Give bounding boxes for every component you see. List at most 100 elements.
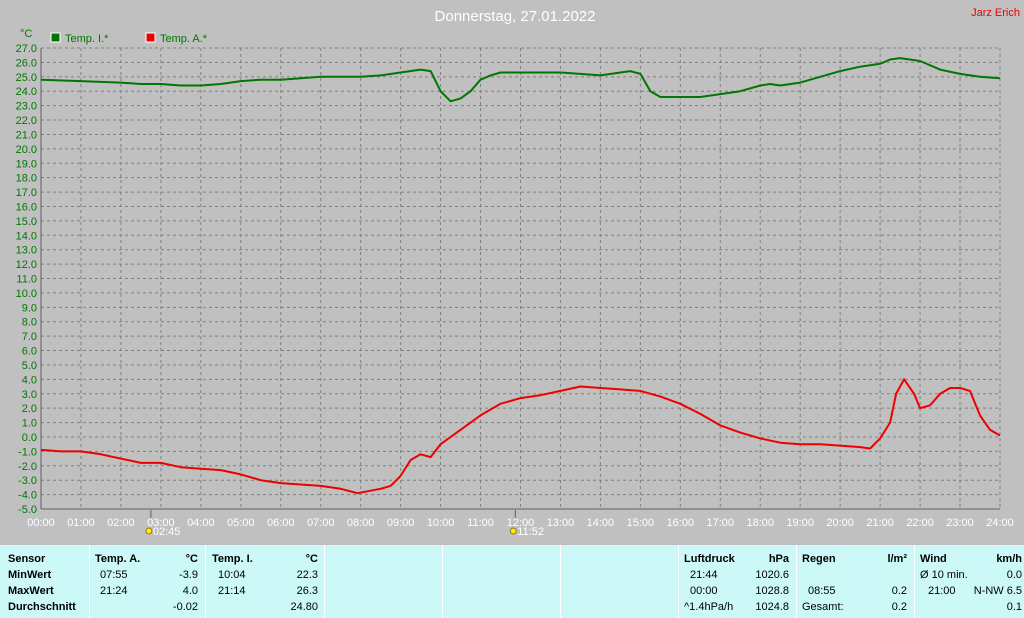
markers-layer: 02:45 11:52 [145,510,544,538]
sun-icon [509,527,517,535]
y-tick-label: 16.0 [16,201,37,213]
x-tick-label: 01:00 [67,517,95,529]
y-tick-label: 27.0 [16,43,37,55]
y-tick-label: -2.0 [18,461,37,473]
x-tick-label: 23:00 [946,517,974,529]
x-tick-label: 19:00 [786,517,814,529]
y-tick-label: 25.0 [16,72,37,84]
series-layer [40,57,1001,495]
x-tick-label: 15:00 [627,517,655,529]
wind-avg-value: 0.0 [1006,569,1022,581]
rain-max-value: 0.2 [891,585,907,597]
grid [40,47,1001,510]
pressure-max-value: 1028.8 [755,585,789,597]
y-tick-label: 1.0 [22,418,37,430]
y-tick-label: -3.0 [18,475,37,487]
y-tick-label: 8.0 [22,317,37,329]
y-tick-label: 9.0 [22,302,37,314]
brand-label: Jarz Erich [971,7,1020,19]
x-tick-label: 16:00 [667,517,695,529]
x-tick-label: 20:00 [826,517,854,529]
x-tick-label: 12:00 [507,517,535,529]
rain-unit: l/m² [887,553,907,565]
x-tick-label: 21:00 [866,517,894,529]
y-tick-label: 21.0 [16,129,37,141]
y-tick-label: 14.0 [16,230,37,242]
y-tick-label: 18.0 [16,173,37,185]
temp-i-unit: °C [305,553,318,565]
marker-label: 02:45 [153,526,181,538]
stats-panel: Sensor MinWert MaxWert Durchschnitt Temp… [0,545,1024,618]
y-tick-label: 26.0 [16,57,37,69]
rain-total-label: Gesamt: [802,601,844,613]
x-tick-label: 06:00 [267,517,295,529]
x-tick-label: 13:00 [547,517,575,529]
x-tick-label: 03:00 [147,517,175,529]
chart-title: Donnerstag, 27.01.2022 [435,8,596,25]
x-tick-label: 02:00 [107,517,135,529]
y-tick-label: -5.0 [18,504,37,516]
temp-a-unit: °C [185,553,198,565]
chart: Donnerstag, 27.01.2022 Jarz Erich °C Tem… [16,7,1020,538]
temp-a-max-time: 21:24 [100,585,128,597]
x-tick-label: 04:00 [187,517,215,529]
y-axis-ticks: 27.0 26.0 25.0 24.0 23.0 22.0 21.0 20.0 19.0 18.0… [16,43,37,516]
x-tick-label: 11:00 [467,517,494,529]
temp-a-min-time: 07:55 [100,569,128,581]
y-tick-label: 23.0 [16,101,37,113]
x-tick-label: 07:00 [307,517,335,529]
temp-i-max-value: 26.3 [296,585,318,597]
y-tick-label: 24.0 [16,86,37,98]
y-tick-label: 15.0 [16,216,37,228]
rain-total: 0.2 [891,601,907,613]
temp-i-avg: 24.80 [290,601,318,613]
legend-swatch-temp-i [50,32,61,43]
rain-max-time: 08:55 [808,585,836,597]
legend-label-temp-i: Temp. I.* [65,33,109,45]
temp-a-avg: -0.02 [172,601,198,613]
sun-icon [145,527,153,535]
row-label-max: MaxWert [8,585,54,597]
pressure-min-value: 1020.6 [755,569,789,581]
temp-i-header: Temp. I. [212,553,253,565]
temp-a-min-value: -3.9 [179,569,198,581]
series-line-temp-a [40,378,1001,495]
y-tick-label: 22.0 [16,115,37,127]
temp-i-min-time: 10:04 [218,569,246,581]
x-tick-label: 10:00 [427,517,455,529]
x-tick-label: 00:00 [27,517,55,529]
x-tick-label: 08:00 [347,517,375,529]
temp-i-max-time: 21:14 [218,585,246,597]
y-axis-unit: °C [20,28,32,40]
x-tick-label: 18:00 [746,517,774,529]
y-tick-label: -1.0 [18,446,37,458]
y-tick-label: 13.0 [16,245,37,257]
y-tick-label: 2.0 [22,403,37,415]
pressure-avg: 1024.8 [755,601,789,613]
wind-avg: 0.1 [1006,601,1022,613]
series-line-temp-i [40,57,1001,103]
y-tick-label: 19.0 [16,158,37,170]
pressure-max-time: 00:00 [690,585,718,597]
x-tick-label: 22:00 [906,517,934,529]
x-tick-label: 14:00 [587,517,615,529]
y-tick-label: -4.0 [18,490,37,502]
y-tick-label: 6.0 [22,346,37,358]
pressure-unit: hPa [768,553,789,565]
x-tick-label: 05:00 [227,517,255,529]
row-label-min: MinWert [8,569,52,581]
legend-swatch-temp-a [145,32,156,43]
y-tick-label: 10.0 [16,288,37,300]
wind-header: Wind [920,553,947,565]
pressure-header: Luftdruck [684,553,735,565]
y-tick-label: 5.0 [22,360,37,372]
y-tick-label: 0.0 [22,432,37,444]
temp-i-min-value: 22.3 [296,569,318,581]
x-axis-ticks: 00:00 01:00 02:00 03:00 04:00 05:00 06:00 07:00… [27,517,1014,529]
temp-a-max-value: 4.0 [182,585,198,597]
row-label-avg: Durchschnitt [8,601,76,613]
wind-max-time: 21:00 [928,585,956,597]
y-tick-label: 11.0 [16,274,37,286]
rain-header: Regen [802,553,836,565]
pressure-min-time: 21:44 [690,569,718,581]
